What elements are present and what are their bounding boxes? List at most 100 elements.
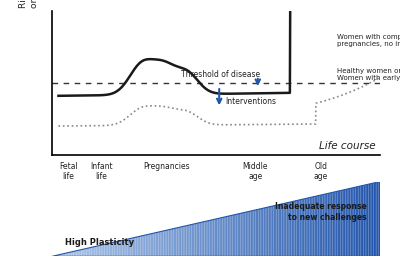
Text: Interventions: Interventions bbox=[226, 97, 277, 106]
Polygon shape bbox=[237, 214, 239, 256]
Polygon shape bbox=[137, 237, 139, 256]
Polygon shape bbox=[349, 188, 350, 256]
Polygon shape bbox=[195, 223, 196, 256]
Polygon shape bbox=[188, 225, 190, 256]
Polygon shape bbox=[136, 237, 137, 256]
Polygon shape bbox=[155, 232, 157, 256]
Polygon shape bbox=[283, 203, 285, 256]
Polygon shape bbox=[374, 183, 375, 256]
Polygon shape bbox=[354, 187, 356, 256]
Polygon shape bbox=[72, 252, 73, 256]
Polygon shape bbox=[326, 194, 328, 256]
Polygon shape bbox=[139, 236, 140, 256]
Polygon shape bbox=[200, 222, 201, 256]
Polygon shape bbox=[177, 227, 178, 256]
Polygon shape bbox=[260, 209, 262, 256]
Polygon shape bbox=[314, 196, 316, 256]
Polygon shape bbox=[78, 250, 80, 256]
Polygon shape bbox=[152, 233, 154, 256]
Polygon shape bbox=[226, 216, 228, 256]
Polygon shape bbox=[275, 205, 277, 256]
Polygon shape bbox=[118, 241, 119, 256]
Polygon shape bbox=[310, 197, 311, 256]
Polygon shape bbox=[236, 214, 237, 256]
Polygon shape bbox=[292, 201, 293, 256]
Polygon shape bbox=[210, 220, 211, 256]
Polygon shape bbox=[157, 232, 159, 256]
Polygon shape bbox=[282, 204, 283, 256]
Polygon shape bbox=[219, 218, 221, 256]
Text: Threshold of disease: Threshold of disease bbox=[181, 70, 260, 79]
Polygon shape bbox=[57, 255, 58, 256]
Polygon shape bbox=[211, 220, 213, 256]
Polygon shape bbox=[272, 206, 274, 256]
Polygon shape bbox=[249, 211, 250, 256]
Text: Pregnancies: Pregnancies bbox=[144, 162, 190, 171]
Polygon shape bbox=[216, 219, 218, 256]
Polygon shape bbox=[221, 217, 222, 256]
Polygon shape bbox=[290, 202, 292, 256]
Polygon shape bbox=[252, 210, 254, 256]
Polygon shape bbox=[185, 226, 186, 256]
Polygon shape bbox=[131, 238, 132, 256]
Polygon shape bbox=[150, 234, 152, 256]
Polygon shape bbox=[332, 192, 334, 256]
Polygon shape bbox=[58, 254, 60, 256]
Polygon shape bbox=[262, 208, 264, 256]
Polygon shape bbox=[239, 213, 241, 256]
Polygon shape bbox=[311, 197, 313, 256]
Polygon shape bbox=[232, 215, 234, 256]
Polygon shape bbox=[91, 247, 93, 256]
Polygon shape bbox=[293, 201, 295, 256]
Polygon shape bbox=[93, 247, 95, 256]
Polygon shape bbox=[55, 255, 57, 256]
Polygon shape bbox=[278, 204, 280, 256]
Polygon shape bbox=[134, 237, 136, 256]
Polygon shape bbox=[75, 251, 77, 256]
Polygon shape bbox=[80, 250, 82, 256]
Polygon shape bbox=[254, 210, 255, 256]
Polygon shape bbox=[198, 223, 200, 256]
Polygon shape bbox=[119, 241, 121, 256]
Polygon shape bbox=[296, 200, 298, 256]
Polygon shape bbox=[368, 184, 370, 256]
Polygon shape bbox=[132, 238, 134, 256]
Polygon shape bbox=[280, 204, 282, 256]
Polygon shape bbox=[214, 219, 216, 256]
Polygon shape bbox=[342, 190, 344, 256]
Text: Infant
life: Infant life bbox=[90, 162, 112, 181]
Polygon shape bbox=[204, 221, 206, 256]
Polygon shape bbox=[88, 248, 90, 256]
Y-axis label: Risk of vascular
or metabolic disease: Risk of vascular or metabolic disease bbox=[19, 0, 38, 8]
Polygon shape bbox=[190, 225, 192, 256]
Polygon shape bbox=[100, 245, 101, 256]
Polygon shape bbox=[104, 244, 106, 256]
Polygon shape bbox=[183, 226, 185, 256]
Polygon shape bbox=[222, 217, 224, 256]
Polygon shape bbox=[229, 215, 231, 256]
Polygon shape bbox=[336, 191, 337, 256]
Text: Healthy women or
Women with early interventions: Healthy women or Women with early interv… bbox=[337, 68, 400, 81]
Polygon shape bbox=[159, 232, 160, 256]
Polygon shape bbox=[357, 186, 359, 256]
Polygon shape bbox=[218, 218, 219, 256]
Polygon shape bbox=[322, 194, 324, 256]
Polygon shape bbox=[255, 210, 257, 256]
Polygon shape bbox=[286, 202, 288, 256]
Polygon shape bbox=[316, 196, 318, 256]
Polygon shape bbox=[178, 227, 180, 256]
Polygon shape bbox=[95, 246, 96, 256]
Polygon shape bbox=[244, 212, 246, 256]
Polygon shape bbox=[208, 221, 210, 256]
Polygon shape bbox=[168, 229, 170, 256]
Polygon shape bbox=[85, 249, 86, 256]
Polygon shape bbox=[264, 208, 265, 256]
Polygon shape bbox=[350, 188, 352, 256]
Polygon shape bbox=[234, 214, 236, 256]
Polygon shape bbox=[365, 184, 367, 256]
Polygon shape bbox=[111, 242, 113, 256]
Polygon shape bbox=[328, 193, 329, 256]
Polygon shape bbox=[304, 198, 306, 256]
Polygon shape bbox=[192, 224, 193, 256]
Polygon shape bbox=[329, 193, 331, 256]
